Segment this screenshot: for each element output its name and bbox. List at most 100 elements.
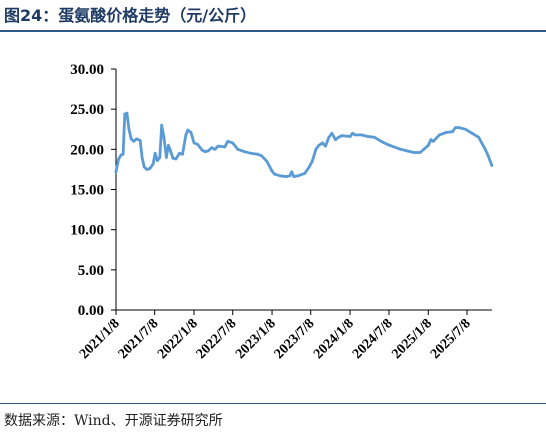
- x-tick-label: 2024/7/8: [350, 316, 396, 362]
- data-point: [444, 131, 448, 134]
- x-tick-label: 2025/7/8: [428, 316, 474, 362]
- data-point: [196, 143, 200, 146]
- data-point: [192, 141, 196, 145]
- y-tick-label: 30.00: [70, 62, 104, 78]
- data-point: [169, 149, 172, 153]
- data-point: [265, 160, 269, 163]
- data-point: [330, 131, 334, 135]
- data-point: [438, 133, 441, 137]
- data-point: [203, 150, 207, 154]
- data-point: [418, 151, 422, 154]
- data-point: [464, 127, 467, 131]
- data-point: [288, 174, 292, 178]
- data-point: [184, 133, 188, 137]
- x-tick-label: 2021/7/8: [116, 316, 162, 362]
- data-point: [127, 127, 131, 131]
- data-point: [351, 131, 354, 135]
- data-point: [303, 172, 307, 175]
- data-point: [290, 170, 294, 174]
- figure-title: 图24：蛋氨酸价格走势（元/公斤）: [4, 6, 257, 25]
- data-point: [451, 130, 454, 134]
- data-point: [155, 159, 159, 163]
- data-point: [186, 128, 190, 132]
- data-point: [373, 135, 376, 139]
- data-point: [278, 174, 282, 178]
- data-point: [324, 144, 327, 148]
- data-point: [114, 170, 118, 174]
- data-point: [216, 144, 220, 148]
- data-point: [243, 150, 246, 154]
- y-tick-labels: 0.00 5.00 10.00 15.00 20.00 25.00 30.00: [70, 62, 104, 319]
- data-point: [206, 149, 210, 153]
- data-point: [470, 131, 474, 135]
- data-point: [165, 156, 168, 159]
- x-tick-label: 2021/1/8: [77, 316, 123, 362]
- data-point: [123, 112, 127, 116]
- data-point: [151, 162, 155, 166]
- data-point: [160, 123, 164, 127]
- data-point: [317, 143, 321, 147]
- data-point: [171, 156, 175, 160]
- data-point: [162, 135, 166, 139]
- data-point: [296, 174, 300, 178]
- x-tick-label: 2022/7/8: [194, 316, 240, 362]
- data-point: [145, 168, 149, 171]
- data-point: [284, 175, 288, 179]
- data-point: [392, 145, 396, 149]
- data-point: [129, 137, 133, 141]
- data-point: [426, 143, 430, 147]
- data-point: [334, 138, 337, 142]
- data-point: [435, 136, 438, 140]
- data-point: [236, 147, 240, 151]
- data-point: [140, 156, 144, 159]
- y-tick-label: 0.00: [78, 303, 104, 319]
- data-point: [412, 151, 416, 154]
- data-point: [200, 148, 204, 152]
- data-point: [314, 147, 318, 151]
- data-point: [310, 160, 314, 163]
- data-point: [454, 126, 457, 129]
- data-point: [210, 146, 214, 150]
- x-tick-labels: 2021/1/82021/7/82022/1/82022/7/82023/1/8…: [77, 316, 474, 362]
- data-point: [432, 139, 435, 143]
- data-point: [256, 152, 259, 156]
- y-tick-label: 15.00: [70, 183, 104, 199]
- data-point: [307, 165, 311, 169]
- x-tick-label: 2025/1/8: [389, 316, 435, 362]
- data-point: [121, 152, 125, 156]
- data-point: [490, 164, 494, 167]
- data-point: [270, 169, 274, 173]
- data-point: [360, 133, 363, 137]
- data-point: [379, 139, 383, 143]
- data-point: [477, 135, 481, 139]
- data-point: [213, 147, 217, 151]
- data-point: [273, 172, 276, 176]
- data-point: [486, 154, 490, 158]
- data-point: [132, 139, 136, 143]
- y-tick-label: 10.00: [70, 223, 104, 239]
- data-point: [457, 126, 461, 129]
- series-layer: [114, 111, 494, 179]
- data-point: [148, 167, 152, 171]
- x-tick-label: 2022/1/8: [155, 316, 201, 362]
- data-point: [321, 141, 324, 145]
- data-point: [158, 156, 162, 159]
- data-point: [178, 151, 181, 155]
- data-point: [340, 134, 344, 138]
- x-tick-label: 2023/7/8: [272, 316, 318, 362]
- title-rule: [0, 30, 546, 32]
- source-note: 数据来源：Wind、开源证券研究所: [4, 413, 223, 429]
- data-point: [348, 135, 352, 138]
- data-point: [135, 137, 139, 141]
- data-point: [337, 135, 340, 139]
- data-point: [483, 147, 487, 151]
- data-point: [386, 143, 389, 146]
- data-point: [153, 151, 157, 155]
- data-point: [353, 133, 357, 137]
- y-tick-label: 5.00: [78, 263, 104, 279]
- chart-axes: [111, 68, 492, 315]
- data-point: [223, 145, 227, 149]
- data-point: [142, 165, 146, 169]
- data-point: [174, 157, 178, 161]
